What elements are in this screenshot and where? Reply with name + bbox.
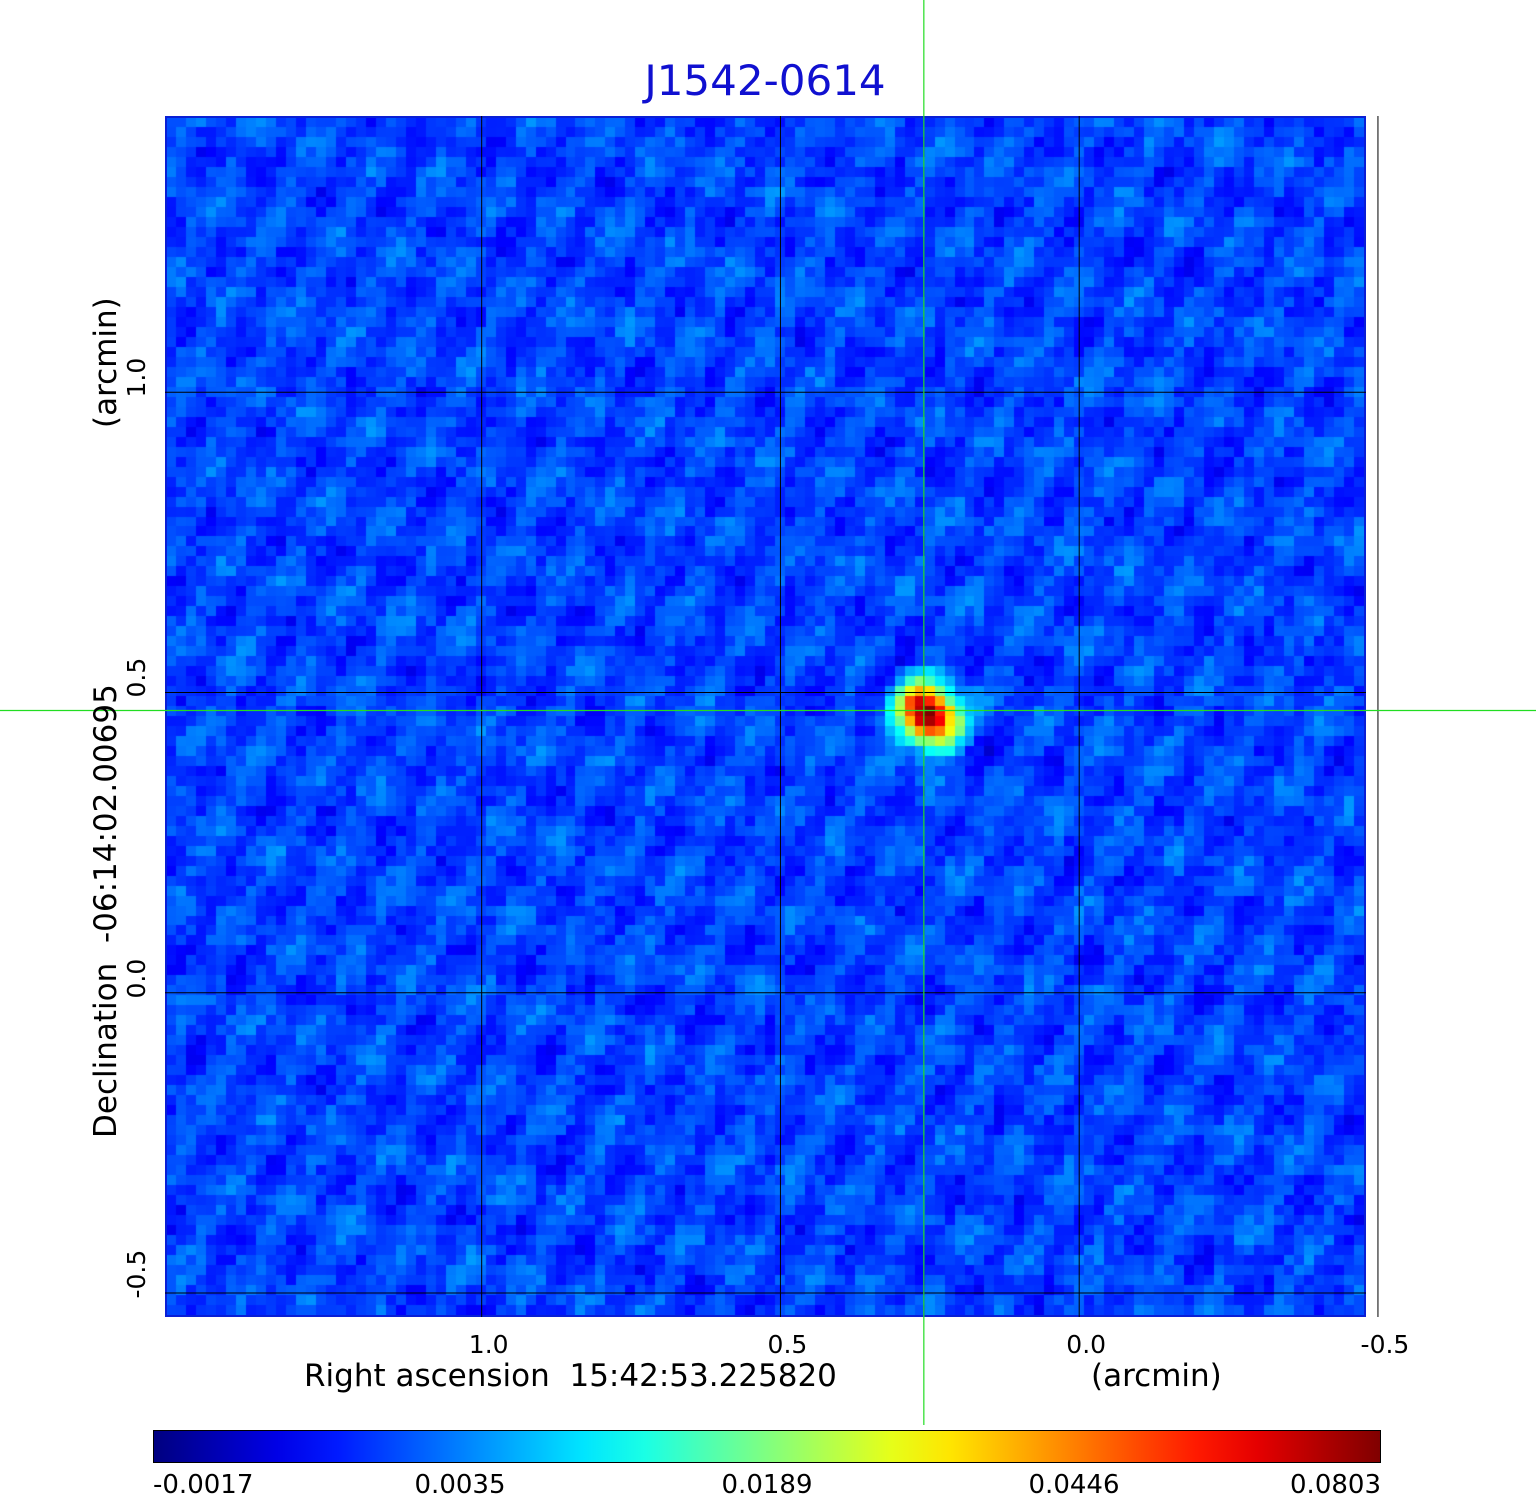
x-tick-label: 0.0 xyxy=(1066,1330,1107,1359)
colorbar-tick-label: 0.0803 xyxy=(1290,1470,1381,1500)
y-tick-label: -0.5 xyxy=(122,1249,151,1299)
x-axis-label: Right ascension 15:42:53.225820 xyxy=(304,1358,837,1394)
colorbar-tick-label: 0.0446 xyxy=(1028,1470,1120,1500)
image-panel[interactable] xyxy=(165,116,1366,1317)
x-axis-unit: (arcmin) xyxy=(1091,1358,1222,1394)
y-tick-label: 0.0 xyxy=(122,958,151,999)
colorbar-tick-label: 0.0189 xyxy=(721,1470,813,1500)
intensity-map[interactable] xyxy=(167,118,1364,1315)
y-tick-label: 1.0 xyxy=(122,357,151,398)
chart-title: J1542-0614 xyxy=(644,56,886,105)
x-tick-label: -0.5 xyxy=(1360,1330,1410,1359)
x-tick-label: 0.5 xyxy=(767,1330,808,1359)
y-axis-unit: (arcmin) xyxy=(88,297,124,428)
colorbar xyxy=(153,1430,1381,1463)
y-axis-label: Declination -06:14:02.00695 xyxy=(88,684,124,1138)
colorbar-tick-label: -0.0017 xyxy=(153,1470,254,1500)
x-tick-label: 1.0 xyxy=(468,1330,509,1359)
colorbar-tick-label: 0.0035 xyxy=(414,1470,506,1500)
y-tick-label: 0.5 xyxy=(122,658,151,698)
